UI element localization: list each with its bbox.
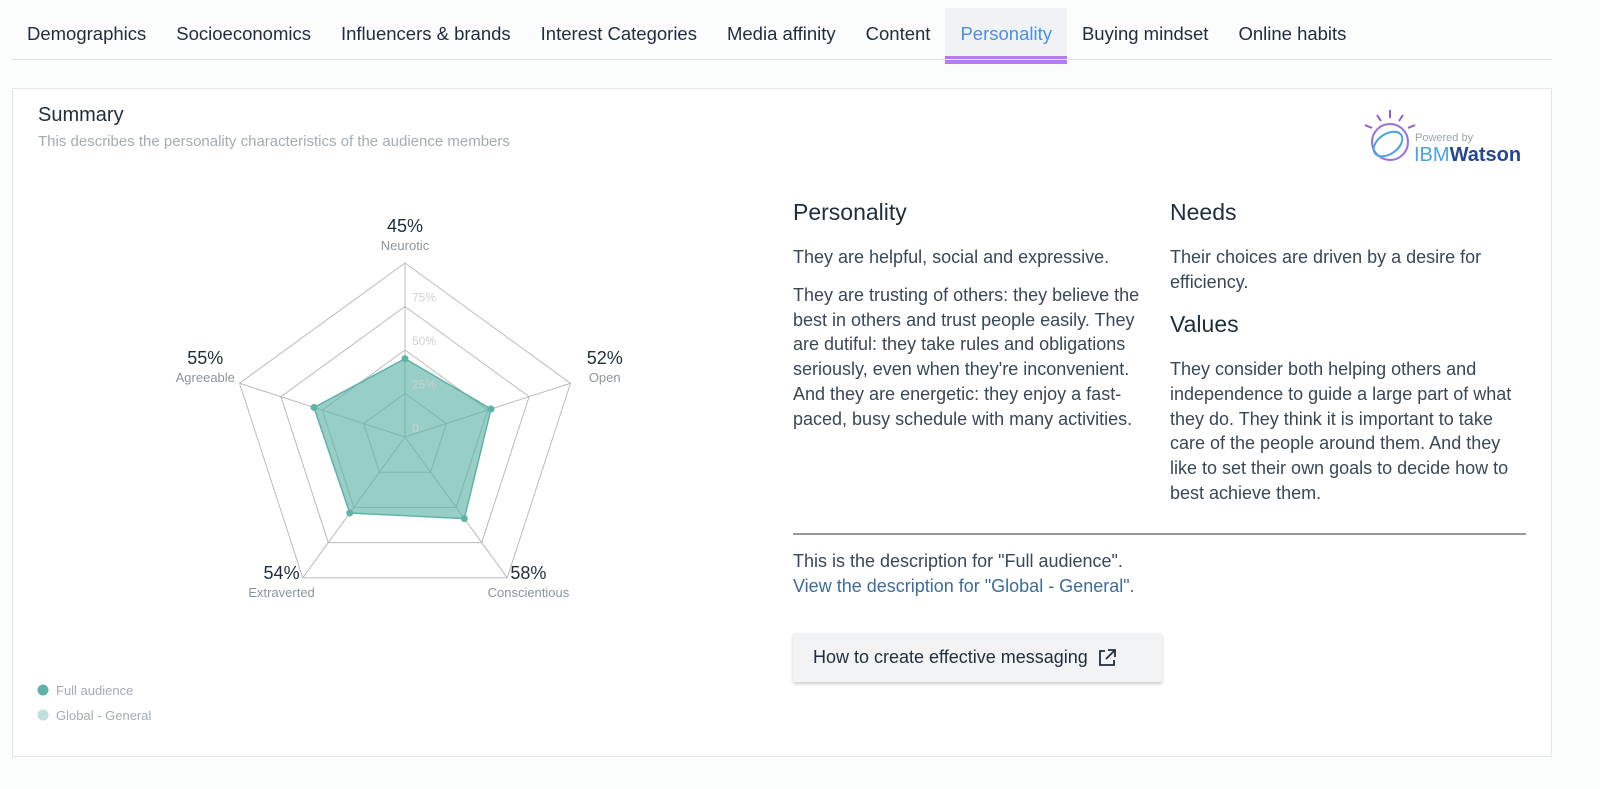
category-label: Extraverted (248, 585, 314, 600)
personality-text: They are helpful, social and expressive.… (793, 245, 1153, 432)
button-label: How to create effective messaging (813, 647, 1088, 667)
value-label: 45% (387, 216, 423, 236)
category-label: Neurotic (381, 238, 430, 253)
value-label: 52% (587, 348, 623, 368)
paragraph: They are trusting of others: they believ… (793, 284, 1140, 429)
needs-heading: Needs (1170, 199, 1237, 225)
description: This is the description for "Full audien… (793, 551, 1123, 571)
tab[interactable]: Influencers & brands (340, 23, 511, 44)
radar-chart: 0 25% 50% 75% 45% Neurotic 52% Open 58% Conscient… (37, 216, 623, 723)
divider (793, 533, 1526, 535)
tab[interactable]: Personality (945, 8, 1067, 64)
value-label: 54% (264, 563, 300, 583)
tab[interactable]: Demographics (27, 23, 147, 44)
logo-caption: Powered by (1415, 132, 1474, 144)
r-tick-label: 50% (412, 334, 436, 348)
legend-label: Full audience (56, 683, 133, 698)
personality-heading: Personality (793, 199, 907, 225)
needs-text: Their choices are driven by a desire for… (1170, 247, 1482, 292)
legend-swatch (37, 684, 49, 696)
paragraph: They are helpful, social and expressive. (793, 247, 1110, 267)
values-text: They consider both helping others and in… (1170, 359, 1512, 503)
value-label: 55% (187, 348, 223, 368)
r-tick-label: 0 (412, 421, 419, 435)
grid-ring (238, 262, 572, 579)
data-point (346, 509, 354, 517)
category-label: Open (589, 370, 621, 385)
values-heading: Values (1170, 311, 1239, 337)
legend-label: Global - General (56, 708, 151, 723)
category-label: Conscientious (488, 585, 570, 600)
summary-title: Summary (38, 104, 124, 126)
ibm-watson-logo: Powered by IBMWatson (1364, 110, 1521, 166)
grid-ring (280, 305, 530, 544)
tab[interactable]: Online habits (1238, 23, 1347, 44)
data-point (487, 405, 495, 413)
tab[interactable]: Interest Categories (540, 23, 697, 44)
r-tick-label: 25% (412, 378, 436, 392)
data-point (460, 515, 468, 523)
messaging-button[interactable]: How to create effective messaging (793, 633, 1162, 682)
data-point (401, 355, 409, 363)
description-link[interactable]: View the description for "Global - Gener… (793, 576, 1135, 596)
logo-name: Watson (1450, 144, 1521, 166)
logo-prefix: IBM (1414, 144, 1450, 166)
data-point (310, 403, 318, 411)
logo-brand: IBMWatson (1414, 144, 1521, 166)
summary-subtitle: This describes the personality character… (38, 133, 510, 150)
category-label: Agreeable (176, 370, 235, 385)
tab[interactable]: Buying mindset (1081, 23, 1209, 44)
series-area (313, 357, 492, 520)
tab-bar: Demographics Socioeconomics Influencers & … (12, 8, 1361, 64)
summary-card (12, 88, 1552, 757)
tab[interactable]: Media affinity (726, 23, 836, 44)
r-tick-label: 75% (412, 291, 436, 305)
legend-swatch (37, 709, 49, 721)
tab-divider (12, 59, 1552, 60)
tab[interactable]: Content (865, 23, 931, 44)
tab[interactable]: Socioeconomics (176, 23, 311, 44)
value-label: 58% (510, 563, 546, 583)
external-link-icon (1098, 648, 1116, 666)
